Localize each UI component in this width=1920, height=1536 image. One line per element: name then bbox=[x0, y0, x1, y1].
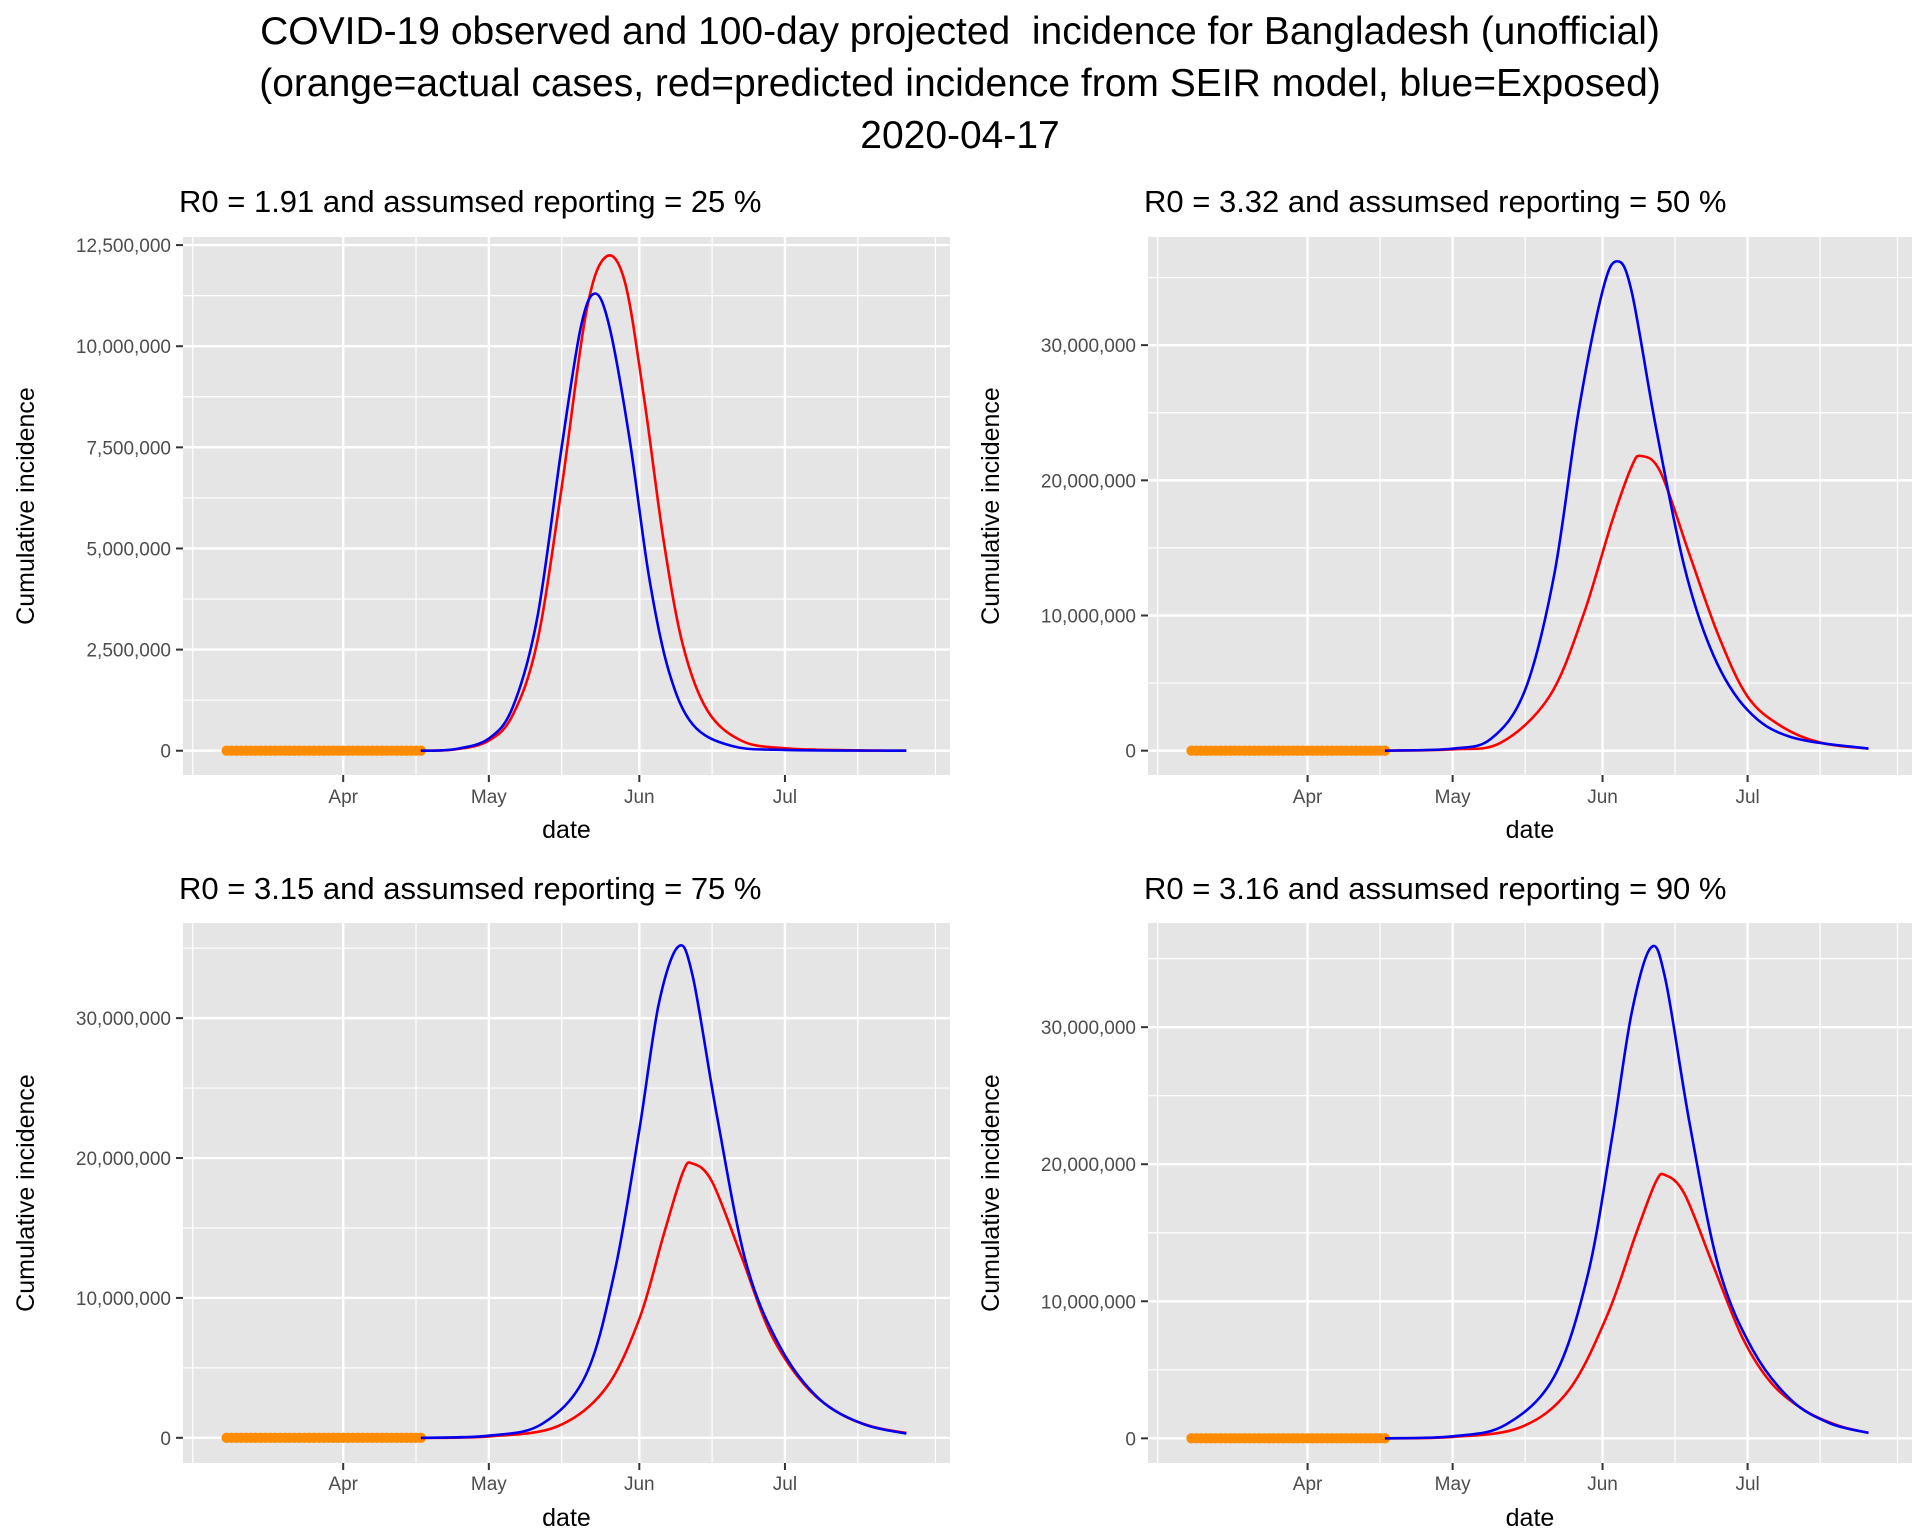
panel-title: R0 = 1.91 and assumsed reporting = 25 % bbox=[179, 184, 761, 219]
y-tick-label: 0 bbox=[1125, 742, 1136, 763]
exposed-line bbox=[420, 292, 907, 753]
panel-title: R0 = 3.15 and assumsed reporting = 75 % bbox=[179, 871, 761, 906]
y-tick-label: 30,000,000 bbox=[76, 1009, 171, 1030]
x-tick-label: Jul bbox=[773, 1474, 797, 1495]
panel-background bbox=[1148, 237, 1912, 775]
observed-case-point bbox=[415, 1432, 427, 1444]
chart-panel-3: 0 10,000,000 20,000,000 30,000,000 Apr May Jun… bbox=[12, 871, 950, 1532]
y-axis-label: Cumulative incidence bbox=[12, 1074, 40, 1312]
observed-case-point bbox=[415, 745, 427, 756]
x-tick-label: Apr bbox=[1293, 787, 1323, 808]
figure-title-line-3: 2020-04-17 bbox=[860, 114, 1060, 157]
panel-background bbox=[183, 923, 950, 1463]
y-tick-label: 10,000,000 bbox=[76, 337, 171, 358]
exposed-line bbox=[1384, 260, 1869, 752]
y-axis-label: Cumulative incidence bbox=[977, 387, 1005, 625]
x-tick-label: Apr bbox=[1293, 1474, 1323, 1495]
y-axis-label: Cumulative incidence bbox=[12, 387, 40, 625]
chart-panel-1: 0 2,500,000 5,000,000 7,500,000 10,000,000 12… bbox=[12, 184, 950, 844]
y-tick-label: 10,000,000 bbox=[76, 1289, 171, 1310]
x-tick-label: Apr bbox=[328, 1474, 358, 1495]
x-tick-label: May bbox=[471, 1474, 507, 1495]
x-tick-label: May bbox=[471, 787, 507, 808]
exposed-line bbox=[420, 944, 907, 1440]
y-tick-label: 0 bbox=[1125, 1429, 1136, 1450]
y-tick-label: 10,000,000 bbox=[1041, 1292, 1136, 1313]
y-tick-label: 10,000,000 bbox=[1041, 606, 1136, 627]
panel-background bbox=[183, 237, 950, 775]
x-tick-label: May bbox=[1435, 1474, 1471, 1495]
y-tick-label: 30,000,000 bbox=[1041, 1018, 1136, 1039]
y-tick-label: 20,000,000 bbox=[76, 1149, 171, 1170]
x-tick-label: Jun bbox=[1587, 787, 1618, 808]
observed-case-point bbox=[1379, 745, 1391, 756]
panel-title: R0 = 3.32 and assumsed reporting = 50 % bbox=[1144, 184, 1726, 219]
y-tick-label: 0 bbox=[160, 742, 171, 763]
x-tick-label: Jul bbox=[1735, 1474, 1759, 1495]
predicted-incidence-line bbox=[1384, 454, 1869, 752]
y-tick-label: 2,500,000 bbox=[86, 641, 171, 662]
panel-title: R0 = 3.16 and assumsed reporting = 90 % bbox=[1144, 871, 1726, 906]
x-axis-label: date bbox=[1506, 816, 1555, 844]
x-tick-label: Jul bbox=[773, 787, 797, 808]
x-tick-label: Jun bbox=[624, 1474, 655, 1495]
x-axis-label: date bbox=[542, 1504, 591, 1532]
x-axis-label: date bbox=[542, 816, 591, 844]
y-tick-label: 7,500,000 bbox=[86, 438, 171, 459]
x-tick-label: Jun bbox=[624, 787, 655, 808]
y-tick-label: 20,000,000 bbox=[1041, 1155, 1136, 1176]
y-axis-label: Cumulative incidence bbox=[977, 1074, 1005, 1312]
y-tick-label: 12,500,000 bbox=[76, 236, 171, 257]
x-axis-label: date bbox=[1506, 1504, 1555, 1532]
panel-background bbox=[1148, 923, 1912, 1463]
observed-case-point bbox=[1379, 1433, 1391, 1444]
predicted-incidence-line bbox=[420, 254, 907, 753]
figure-title: COVID-19 observed and 100-day projected … bbox=[0, 6, 1920, 162]
chart-panel-4: 0 10,000,000 20,000,000 30,000,000 Apr May Jun… bbox=[977, 871, 1912, 1532]
chart-panel-2: 0 10,000,000 20,000,000 30,000,000 Apr May Jun… bbox=[977, 184, 1912, 844]
x-tick-label: Jun bbox=[1587, 1474, 1618, 1495]
x-tick-label: May bbox=[1435, 787, 1471, 808]
figure-title-line-2: (orange=actual cases, red=predicted inci… bbox=[259, 62, 1661, 105]
y-tick-label: 5,000,000 bbox=[86, 539, 171, 560]
x-tick-label: Jul bbox=[1735, 787, 1759, 808]
x-tick-label: Apr bbox=[328, 787, 358, 808]
figure-title-line-1: COVID-19 observed and 100-day projected … bbox=[260, 10, 1660, 53]
y-tick-label: 30,000,000 bbox=[1041, 336, 1136, 357]
y-tick-label: 20,000,000 bbox=[1041, 471, 1136, 492]
y-tick-label: 0 bbox=[160, 1429, 171, 1450]
exposed-line bbox=[1384, 944, 1869, 1440]
